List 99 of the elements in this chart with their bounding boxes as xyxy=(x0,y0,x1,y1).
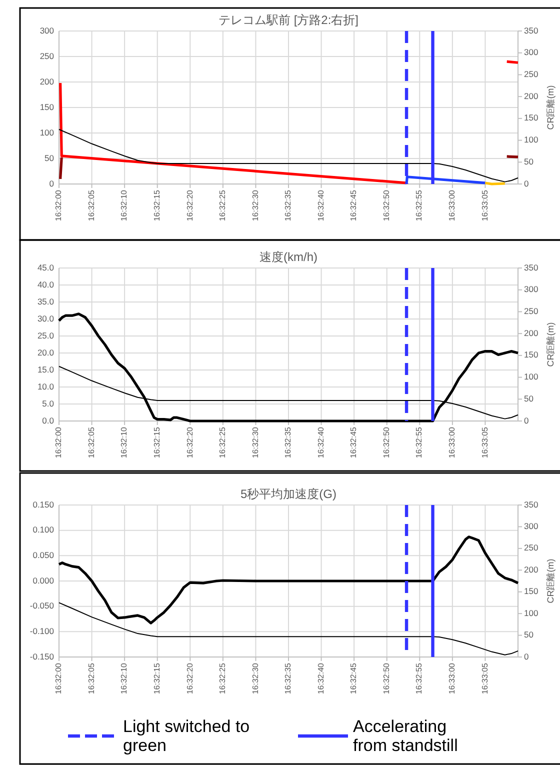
x-tick-label: 16:32:05 xyxy=(86,189,96,222)
line-series xyxy=(58,536,520,624)
x-tick-label: 16:32:20 xyxy=(185,426,194,458)
x-tick-label: 16:33:00 xyxy=(448,189,457,222)
x-tick-label: 16:32:50 xyxy=(382,426,391,458)
y2-tick-label: 50 xyxy=(524,393,534,404)
y2-tick-label: 100 xyxy=(524,134,538,145)
chart-title: テレコム駅前 [方路2:右折] xyxy=(218,13,359,27)
y-tick-label: 0.150 xyxy=(32,499,54,510)
y-tick-label: 15.0 xyxy=(37,364,54,374)
y2-tick-label: 300 xyxy=(524,520,538,531)
y-tick-label: 20.0 xyxy=(37,347,54,358)
x-tick-label: 16:32:15 xyxy=(152,189,162,222)
x-tick-label: 16:32:55 xyxy=(414,426,424,458)
y2-tick-label: 200 xyxy=(524,328,538,338)
x-tick-label: 16:33:05 xyxy=(480,189,490,222)
y2-tick-label: 350 xyxy=(524,262,538,272)
x-tick-label: 16:32:40 xyxy=(316,426,326,458)
y-tick-label: 5.0 xyxy=(42,398,54,408)
chart-title: 速度(km/h) xyxy=(260,250,318,264)
y-tick-label: 50 xyxy=(44,152,54,163)
y2-tick-label: 250 xyxy=(524,306,538,316)
y2-tick-label: 100 xyxy=(524,608,538,618)
y2-tick-label: 350 xyxy=(524,499,538,510)
x-tick-label: 16:32:25 xyxy=(218,662,228,694)
y2-tick-label: 150 xyxy=(524,112,538,123)
x-tick-label: 16:33:05 xyxy=(480,426,490,458)
y-tick-label: 0.050 xyxy=(32,550,54,560)
x-tick-label: 16:32:45 xyxy=(349,426,358,458)
x-tick-label: 16:32:35 xyxy=(284,662,293,694)
y2-tick-label: 50 xyxy=(524,156,534,166)
y-tick-label: 0.0 xyxy=(42,415,54,426)
y-tick-label: -0.150 xyxy=(30,651,54,662)
y2-tick-label: 0 xyxy=(524,178,529,188)
x-tick-label: 16:32:40 xyxy=(316,189,326,222)
y2-tick-label: 0 xyxy=(524,415,529,426)
legend-label: Accelerating from standstill xyxy=(353,717,458,755)
x-tick-label: 16:33:00 xyxy=(448,426,457,458)
x-tick-label: 16:32:30 xyxy=(250,426,260,458)
y-tick-label: 250 xyxy=(40,50,54,61)
x-tick-label: 16:32:55 xyxy=(414,662,424,694)
y2-axis-title: CR距離(m) xyxy=(545,85,556,130)
y-tick-label: 300 xyxy=(40,25,54,36)
y-tick-label: 0.100 xyxy=(32,524,54,535)
y-tick-label: 150 xyxy=(40,102,54,112)
x-tick-label: 16:32:05 xyxy=(86,426,96,458)
x-tick-label: 16:32:20 xyxy=(185,189,194,222)
y2-tick-label: 250 xyxy=(524,542,538,553)
y2-tick-label: 0 xyxy=(524,651,529,662)
x-tick-label: 16:32:10 xyxy=(120,662,129,694)
x-tick-label: 16:32:10 xyxy=(120,189,129,222)
y2-tick-label: 200 xyxy=(524,90,538,101)
y2-tick-label: 100 xyxy=(524,372,538,382)
y-tick-label: 10.0 xyxy=(37,381,54,392)
y-tick-label: -0.100 xyxy=(30,626,54,636)
y-tick-label: 45.0 xyxy=(37,262,54,272)
x-tick-label: 16:32:50 xyxy=(382,662,391,694)
x-tick-label: 16:32:15 xyxy=(152,426,162,458)
x-tick-label: 16:32:00 xyxy=(54,662,64,694)
x-tick-label: 16:32:10 xyxy=(120,426,129,458)
y-tick-label: -0.050 xyxy=(30,600,54,611)
y-tick-label: 0 xyxy=(49,178,54,188)
y2-axis-title: CR距離(m) xyxy=(545,322,556,367)
chart-title: 5秒平均加速度(G) xyxy=(240,487,337,501)
legend-label: Light switched to green xyxy=(123,717,250,755)
x-tick-label: 16:32:30 xyxy=(250,662,260,694)
y-tick-label: 40.0 xyxy=(37,279,54,290)
x-tick-label: 16:32:35 xyxy=(284,189,293,222)
x-tick-label: 16:32:35 xyxy=(284,426,293,458)
y2-tick-label: 150 xyxy=(524,586,538,596)
y-tick-label: 200 xyxy=(40,76,54,86)
y2-tick-label: 300 xyxy=(524,284,538,294)
y-tick-label: 25.0 xyxy=(37,330,54,340)
y2-tick-label: 150 xyxy=(524,350,538,360)
x-tick-label: 16:32:25 xyxy=(218,426,228,458)
y-tick-label: 35.0 xyxy=(37,296,54,306)
y2-tick-label: 350 xyxy=(524,25,538,36)
x-tick-label: 16:33:00 xyxy=(448,662,457,694)
x-tick-label: 16:32:45 xyxy=(349,662,358,694)
y2-tick-label: 50 xyxy=(524,630,534,640)
y-tick-label: 30.0 xyxy=(37,313,54,324)
x-tick-label: 16:32:45 xyxy=(349,189,358,222)
x-tick-label: 16:32:05 xyxy=(86,662,96,694)
x-tick-label: 16:32:55 xyxy=(414,189,424,222)
x-tick-label: 16:32:50 xyxy=(382,189,391,222)
x-tick-label: 16:32:15 xyxy=(152,662,162,694)
y2-tick-label: 250 xyxy=(524,68,538,79)
y2-axis-title: CR距離(m) xyxy=(545,558,556,604)
x-tick-label: 16:32:00 xyxy=(54,189,64,222)
x-tick-label: 16:32:25 xyxy=(218,189,228,222)
x-tick-label: 16:33:05 xyxy=(480,662,490,694)
x-tick-label: 16:32:00 xyxy=(54,426,64,458)
x-tick-label: 16:32:40 xyxy=(316,662,326,694)
x-tick-label: 16:32:20 xyxy=(185,662,194,694)
y-tick-label: 0.000 xyxy=(32,575,54,586)
y2-tick-label: 200 xyxy=(524,564,538,574)
y2-tick-label: 300 xyxy=(524,47,538,58)
y-tick-label: 100 xyxy=(40,127,54,138)
x-tick-label: 16:32:30 xyxy=(250,189,260,222)
